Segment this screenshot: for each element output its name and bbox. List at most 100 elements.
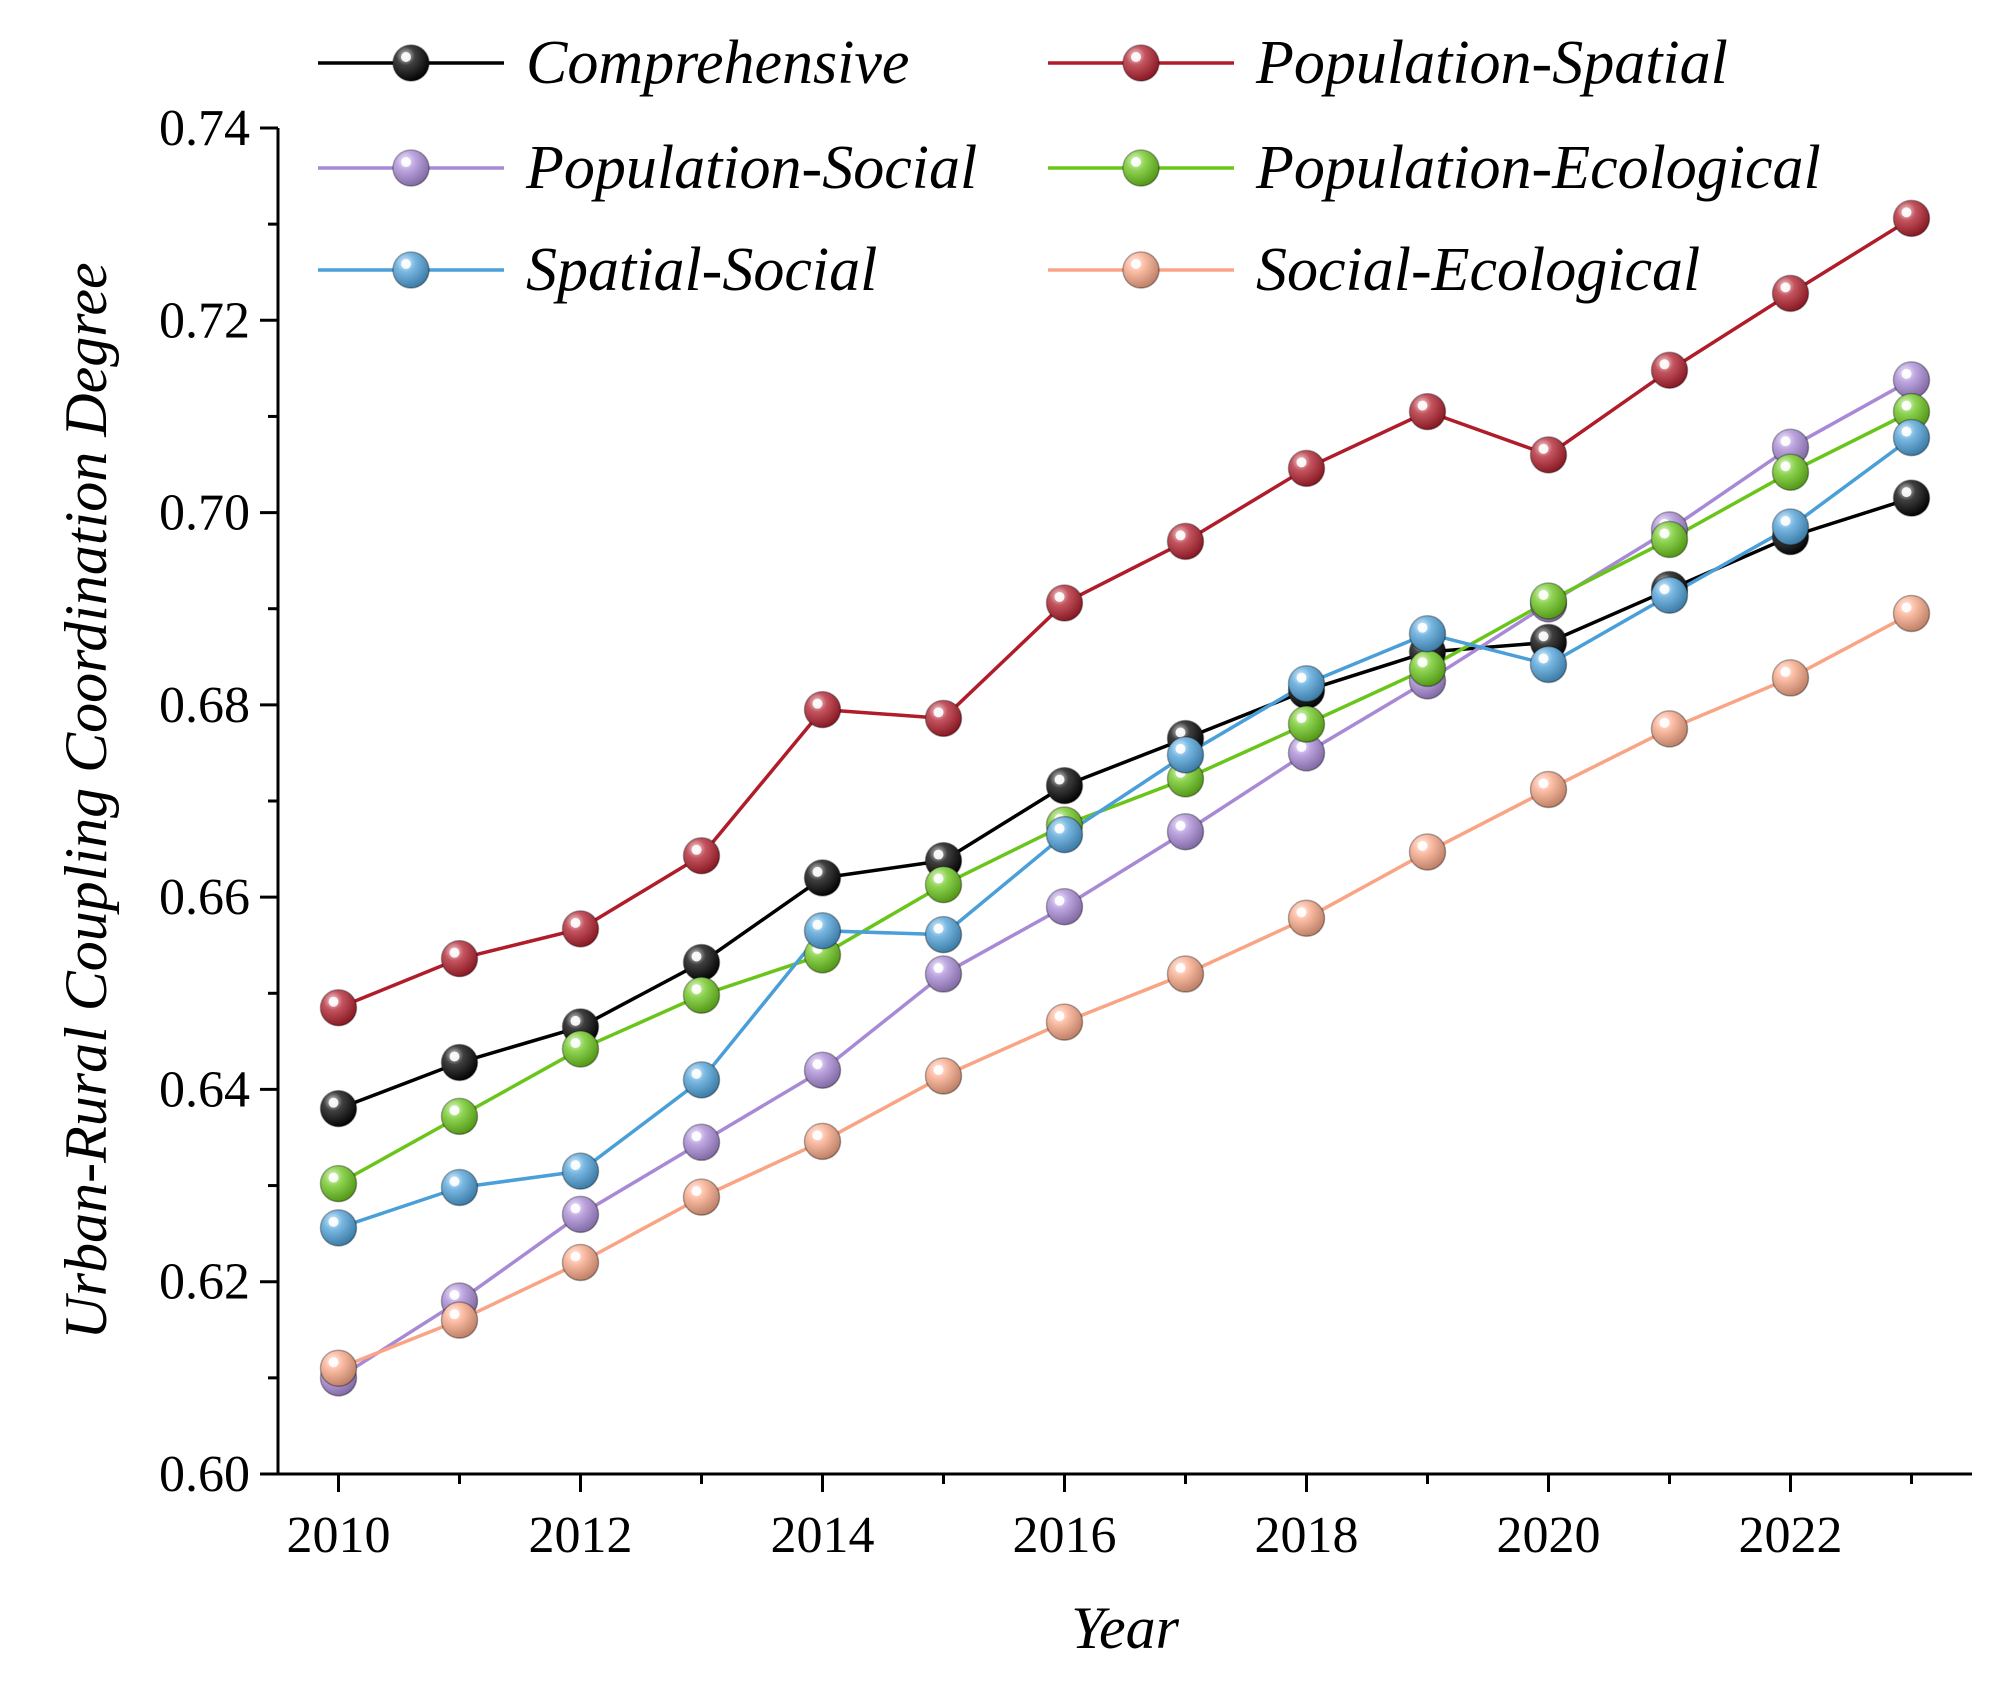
data-point-population-ecological bbox=[319, 1164, 358, 1203]
data-point-population-spatial bbox=[319, 988, 358, 1027]
data-point-population-ecological bbox=[561, 1030, 600, 1068]
x-tick-label: 2020 bbox=[1497, 1507, 1601, 1564]
data-point-social-ecological bbox=[1287, 899, 1326, 938]
legend-item-population-spatial: Population-Spatial bbox=[1048, 29, 1728, 97]
y-axis-ticks: 0.60 0.62 0.64 0.66 0.68 0.70 0.72 0.74 bbox=[159, 100, 278, 1503]
data-point-population-spatial bbox=[1771, 274, 1810, 313]
data-point-social-ecological bbox=[1771, 659, 1810, 697]
data-point-comprehensive bbox=[440, 1043, 479, 1082]
data-point-population-social bbox=[1771, 428, 1810, 466]
data-point-population-spatial bbox=[1892, 199, 1931, 238]
data-point-population-spatial bbox=[924, 699, 963, 738]
data-point-social-ecological bbox=[1650, 710, 1689, 748]
data-point-social-ecological bbox=[561, 1243, 600, 1282]
x-axis-ticks: 2010 2012 2014 2016 2018 2020 2022 bbox=[287, 1474, 1913, 1564]
y-tick-label: 0.62 bbox=[159, 1254, 250, 1311]
data-point-population-spatial bbox=[682, 837, 721, 875]
legend-item-population-social: Population-Social bbox=[318, 134, 977, 202]
plot-area: 0.600.620.640.660.680.700.720.74 2010 201… bbox=[159, 100, 1972, 1564]
data-point-population-social bbox=[682, 1123, 721, 1162]
series-line-population-social bbox=[337, 378, 1913, 1380]
legend-label: Population-Ecological bbox=[1255, 134, 1821, 202]
data-point-population-social bbox=[1166, 813, 1205, 851]
y-axis-title: Urban-Rural Coupling Coordination Degree bbox=[53, 262, 119, 1339]
data-point-spatial-social bbox=[1650, 576, 1689, 615]
legend-item-comprehensive: Comprehensive bbox=[318, 29, 909, 97]
data-point-social-ecological bbox=[1408, 833, 1447, 871]
data-point-social-ecological bbox=[1529, 770, 1568, 809]
data-point-population-social bbox=[803, 1051, 842, 1089]
series-line-spatial-social bbox=[337, 436, 1913, 1230]
x-tick-label: 2022 bbox=[1739, 1507, 1843, 1564]
y-tick-label: 0.70 bbox=[159, 485, 250, 542]
y-tick-label: 0.64 bbox=[159, 1061, 250, 1118]
data-point-population-spatial bbox=[803, 690, 842, 729]
x-tick-label: 2018 bbox=[1255, 1507, 1359, 1564]
data-point-social-ecological bbox=[1045, 1003, 1084, 1041]
data-point-social-ecological bbox=[1166, 955, 1205, 993]
y-tick-label: 0.60 bbox=[159, 1446, 250, 1503]
data-point-population-ecological bbox=[1771, 453, 1810, 491]
data-point-population-ecological bbox=[440, 1097, 479, 1136]
legend-label: Population-Social bbox=[525, 134, 977, 202]
series-line-population-spatial bbox=[337, 216, 1913, 1010]
x-tick-label: 2012 bbox=[529, 1507, 633, 1564]
data-point-comprehensive bbox=[803, 859, 842, 897]
series-line-social-ecological bbox=[337, 611, 1913, 1370]
series-line-population-ecological bbox=[337, 410, 1913, 1186]
data-point-social-ecological bbox=[440, 1301, 479, 1339]
data-point-social-ecological bbox=[1892, 594, 1931, 633]
data-point-population-spatial bbox=[1287, 449, 1326, 488]
y-tick-label: 0.68 bbox=[159, 677, 250, 734]
legend-label: Spatial-Social bbox=[526, 236, 877, 304]
data-point-spatial-social bbox=[1166, 736, 1205, 774]
data-point-spatial-social bbox=[1287, 664, 1326, 703]
legend-item-spatial-social: Spatial-Social bbox=[318, 236, 877, 304]
legend: Comprehensive Population-Spatial Populatio… bbox=[318, 29, 1821, 304]
data-point-population-social bbox=[1892, 361, 1931, 399]
x-tick-label: 2014 bbox=[771, 1507, 875, 1564]
data-point-spatial-social bbox=[1892, 418, 1931, 457]
data-point-population-spatial bbox=[561, 910, 600, 948]
data-point-social-ecological bbox=[924, 1057, 963, 1095]
data-point-spatial-social bbox=[319, 1209, 358, 1247]
legend-item-social-ecological: Social-Ecological bbox=[1048, 236, 1700, 304]
series-lines bbox=[337, 216, 1913, 1380]
data-point-population-ecological bbox=[682, 976, 721, 1014]
series-line-comprehensive bbox=[337, 496, 1913, 1111]
data-point-social-ecological bbox=[803, 1122, 842, 1161]
data-point-population-spatial bbox=[1045, 584, 1084, 622]
data-point-spatial-social bbox=[803, 912, 842, 950]
data-point-spatial-social bbox=[1529, 645, 1568, 684]
y-tick-label: 0.66 bbox=[159, 869, 250, 926]
data-point-population-social bbox=[1287, 734, 1326, 772]
data-point-spatial-social bbox=[924, 915, 963, 954]
y-tick-label: 0.74 bbox=[159, 100, 250, 157]
data-point-social-ecological bbox=[682, 1178, 721, 1216]
data-point-population-ecological bbox=[1287, 705, 1326, 743]
x-axis-title: Year bbox=[1071, 1595, 1179, 1661]
data-point-population-ecological bbox=[1892, 392, 1931, 431]
x-tick-label: 2010 bbox=[287, 1507, 391, 1564]
data-point-comprehensive bbox=[319, 1089, 358, 1128]
data-point-spatial-social bbox=[1408, 614, 1447, 653]
data-point-population-ecological bbox=[1529, 582, 1568, 620]
data-point-population-spatial bbox=[1650, 351, 1689, 390]
data-point-population-spatial bbox=[1408, 392, 1447, 431]
legend-label: Population-Spatial bbox=[1255, 29, 1728, 97]
y-tick-label: 0.72 bbox=[159, 292, 250, 349]
data-point-population-social bbox=[1045, 888, 1084, 926]
data-point-comprehensive bbox=[682, 943, 721, 982]
data-point-comprehensive bbox=[1892, 479, 1931, 517]
x-tick-label: 2016 bbox=[1013, 1507, 1117, 1564]
data-point-spatial-social bbox=[1771, 508, 1810, 546]
data-point-population-ecological bbox=[924, 865, 963, 904]
data-point-population-social bbox=[924, 955, 963, 993]
data-point-population-spatial bbox=[1529, 436, 1568, 474]
data-point-population-social bbox=[561, 1195, 600, 1234]
data-point-population-ecological bbox=[1408, 649, 1447, 688]
data-point-comprehensive bbox=[1045, 766, 1084, 805]
data-point-spatial-social bbox=[561, 1152, 600, 1190]
